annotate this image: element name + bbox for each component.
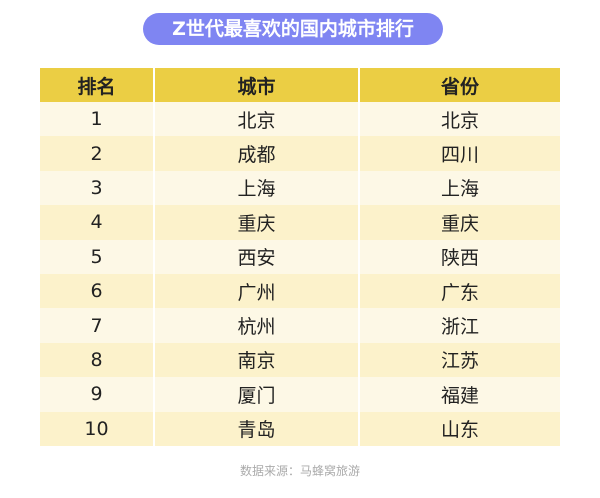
cell-rank: 2 bbox=[40, 136, 155, 171]
table-row: 2 成都 四川 bbox=[40, 136, 560, 171]
cell-rank: 9 bbox=[40, 377, 155, 412]
cell-rank: 8 bbox=[40, 342, 155, 378]
cell-province: 江苏 bbox=[360, 342, 560, 378]
table-row: 3 上海 上海 bbox=[40, 170, 560, 206]
cell-city: 杭州 bbox=[155, 308, 360, 343]
header-province: 省份 bbox=[360, 68, 560, 102]
cell-city: 青岛 bbox=[155, 411, 360, 446]
table-row: 10 青岛 山东 bbox=[40, 411, 560, 446]
chart-title: Z世代最喜欢的国内城市排行 bbox=[143, 13, 443, 45]
cell-city: 上海 bbox=[155, 170, 360, 206]
cell-city: 西安 bbox=[155, 239, 360, 274]
cell-city: 北京 bbox=[155, 102, 360, 137]
cell-city: 重庆 bbox=[155, 205, 360, 240]
table-header-row: 排名 城市 省份 bbox=[40, 68, 560, 102]
header-rank: 排名 bbox=[40, 68, 155, 102]
cell-province: 山东 bbox=[360, 411, 560, 446]
cell-city: 厦门 bbox=[155, 377, 360, 412]
cell-city: 南京 bbox=[155, 342, 360, 378]
cell-city: 广州 bbox=[155, 273, 360, 309]
cell-rank: 1 bbox=[40, 102, 155, 137]
table-row: 9 厦门 福建 bbox=[40, 377, 560, 412]
cell-city: 成都 bbox=[155, 136, 360, 171]
table-row: 4 重庆 重庆 bbox=[40, 205, 560, 240]
cell-province: 重庆 bbox=[360, 205, 560, 240]
table-row: 5 西安 陕西 bbox=[40, 239, 560, 274]
cell-province: 上海 bbox=[360, 170, 560, 206]
cell-rank: 6 bbox=[40, 273, 155, 309]
table-row: 1 北京 北京 bbox=[40, 102, 560, 137]
cell-province: 北京 bbox=[360, 102, 560, 137]
cell-province: 浙江 bbox=[360, 308, 560, 343]
cell-rank: 10 bbox=[40, 411, 155, 446]
cell-rank: 7 bbox=[40, 308, 155, 343]
cell-province: 四川 bbox=[360, 136, 560, 171]
table-row: 7 杭州 浙江 bbox=[40, 308, 560, 343]
cell-province: 福建 bbox=[360, 377, 560, 412]
cell-province: 广东 bbox=[360, 273, 560, 309]
ranking-table: 排名 城市 省份 1 北京 北京 2 成都 四川 3 上海 上海 4 重庆 重庆 5 西安 陕西 6 广州 广东 7… bbox=[40, 68, 560, 446]
table-row: 8 南京 江苏 bbox=[40, 342, 560, 378]
table-row: 6 广州 广东 bbox=[40, 273, 560, 309]
header-city: 城市 bbox=[155, 68, 360, 102]
cell-rank: 5 bbox=[40, 239, 155, 274]
data-source: 数据来源：马蜂窝旅游 bbox=[239, 464, 360, 478]
cell-province: 陕西 bbox=[360, 239, 560, 274]
cell-rank: 4 bbox=[40, 205, 155, 240]
cell-rank: 3 bbox=[40, 170, 155, 206]
